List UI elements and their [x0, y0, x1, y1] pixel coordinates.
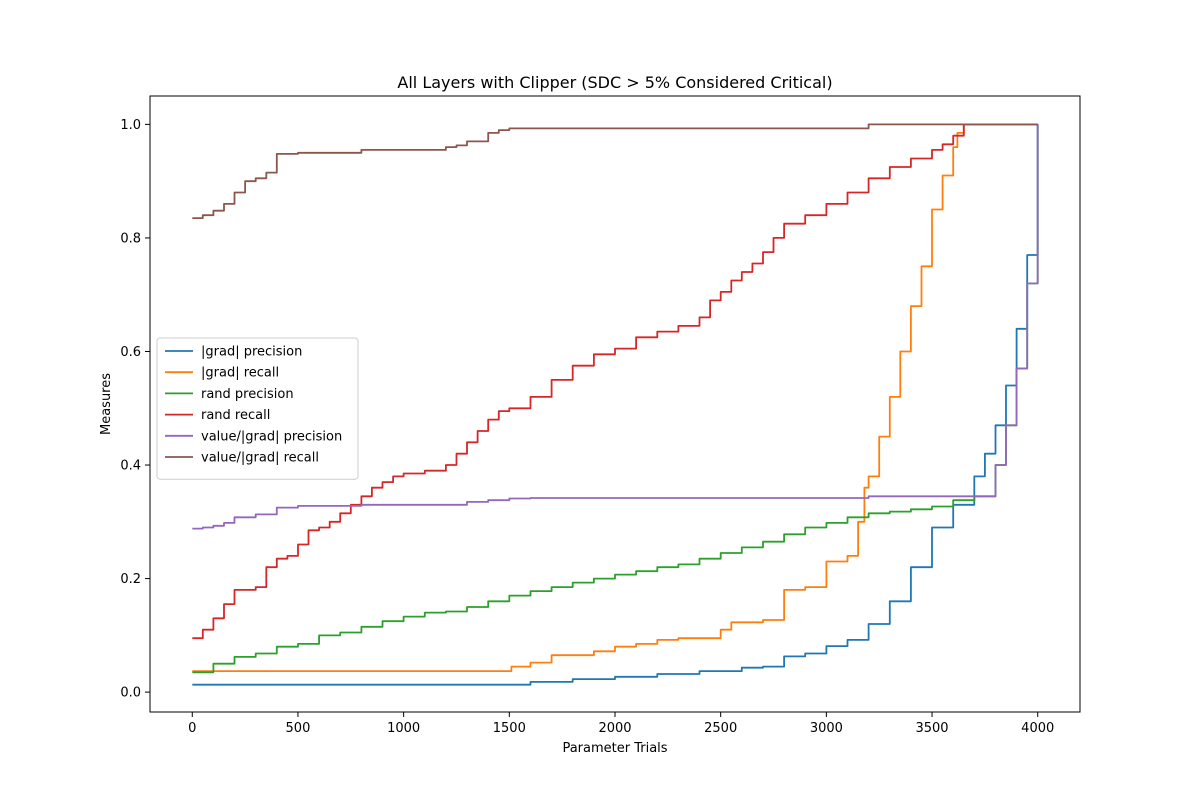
chart-title: All Layers with Clipper (SDC > 5% Consid… [397, 73, 832, 92]
legend-label: value/|grad| precision [201, 429, 342, 444]
x-tick-label: 0 [188, 721, 196, 736]
plot-area [192, 123, 1039, 686]
y-tick-label: 0.4 [120, 459, 141, 474]
series-line-grad-precision [192, 124, 1039, 686]
y-tick-label: 0.8 [120, 231, 141, 246]
series-line-grad-recall [192, 123, 1038, 672]
x-tick-label: 2500 [704, 721, 737, 736]
legend-box [156, 337, 359, 480]
x-tick-label: 3000 [810, 721, 843, 736]
y-tick-label: 0.2 [120, 572, 141, 587]
legend-label: |grad| precision [201, 345, 302, 360]
x-tick-label: 2000 [598, 721, 631, 736]
y-tick-label: 1.0 [120, 118, 141, 133]
y-axis-label: Measures [99, 373, 114, 435]
x-axis: 0 500 1000 1500 2000 2500 3000 3500 4000 [188, 712, 1054, 736]
x-tick-label: 1000 [387, 721, 420, 736]
series-line-value-grad-recall [192, 123, 1038, 219]
y-tick-label: 0.0 [120, 686, 141, 701]
legend: |grad| precision |grad| recall rand precis… [156, 337, 359, 480]
series-line-rand-precision [192, 124, 1039, 674]
y-axis: 0.0 0.2 0.4 0.6 0.8 1.0 [120, 118, 150, 701]
x-tick-label: 1500 [493, 721, 526, 736]
legend-label: rand recall [201, 408, 270, 423]
y-tick-label: 0.6 [120, 345, 141, 360]
x-axis-label: Parameter Trials [562, 741, 667, 756]
x-tick-label: 500 [286, 721, 311, 736]
legend-label: rand precision [201, 387, 294, 402]
legend-label: value/|grad| recall [201, 451, 319, 466]
x-tick-label: 4000 [1021, 721, 1054, 736]
legend-label: |grad| recall [201, 366, 279, 381]
x-tick-label: 3500 [915, 721, 948, 736]
series-line-value-grad-precision [192, 124, 1039, 530]
series-line-rand-recall [192, 123, 1038, 640]
